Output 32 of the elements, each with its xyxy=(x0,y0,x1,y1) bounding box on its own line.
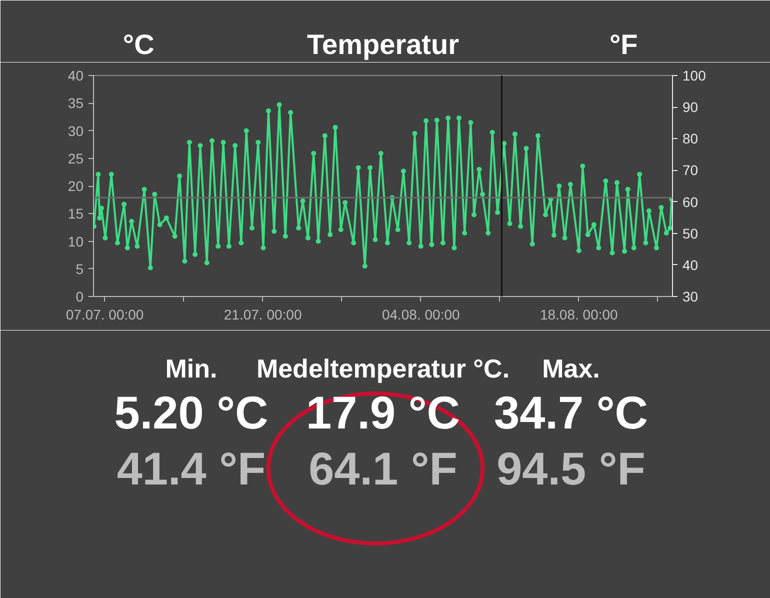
x-tick-label: 04.08. 00:00 xyxy=(382,306,460,322)
y-tick-label: 0 xyxy=(76,288,84,304)
y2-tick-label: 90 xyxy=(682,99,698,116)
y2-axis-title: °F xyxy=(609,29,638,60)
text: 41.4 °F xyxy=(116,442,266,494)
y-tick-label: 35 xyxy=(68,95,84,112)
y-tick-label: 10 xyxy=(68,233,84,250)
x-tick-label: 21.07. 00:00 xyxy=(224,306,302,322)
y2-tick-label: 100 xyxy=(682,68,706,84)
text: Max. xyxy=(542,354,600,384)
y-tick-label: 15 xyxy=(68,206,84,222)
text: 5.20 °C xyxy=(114,386,268,438)
y-tick-label: 5 xyxy=(76,260,84,277)
y2-tick-label: 80 xyxy=(682,130,698,147)
y-tick-label: 40 xyxy=(68,68,84,84)
text: 94.5 °F xyxy=(496,442,646,494)
x-tick-label: 07.07. 00:00 xyxy=(66,306,144,322)
y-tick-label: 25 xyxy=(68,150,84,166)
y2-tick-label: 50 xyxy=(682,225,698,242)
chart-title: Temperatur xyxy=(307,29,460,60)
y2-tick-label: 60 xyxy=(682,194,698,210)
y2-tick-label: 40 xyxy=(682,256,698,273)
y2-tick-label: 30 xyxy=(682,288,698,304)
y-tick-label: 30 xyxy=(68,122,84,139)
y2-tick-label: 70 xyxy=(682,162,698,178)
text: Min. xyxy=(165,354,218,384)
text: Medeltemperatur °C. xyxy=(256,354,510,384)
y-axis-title: °C xyxy=(122,29,154,60)
text: 34.7 °C xyxy=(494,386,648,438)
text: 64.1 °F xyxy=(308,442,458,494)
y-tick-label: 20 xyxy=(68,178,84,194)
x-tick-label: 18.08. 00:00 xyxy=(540,306,618,322)
